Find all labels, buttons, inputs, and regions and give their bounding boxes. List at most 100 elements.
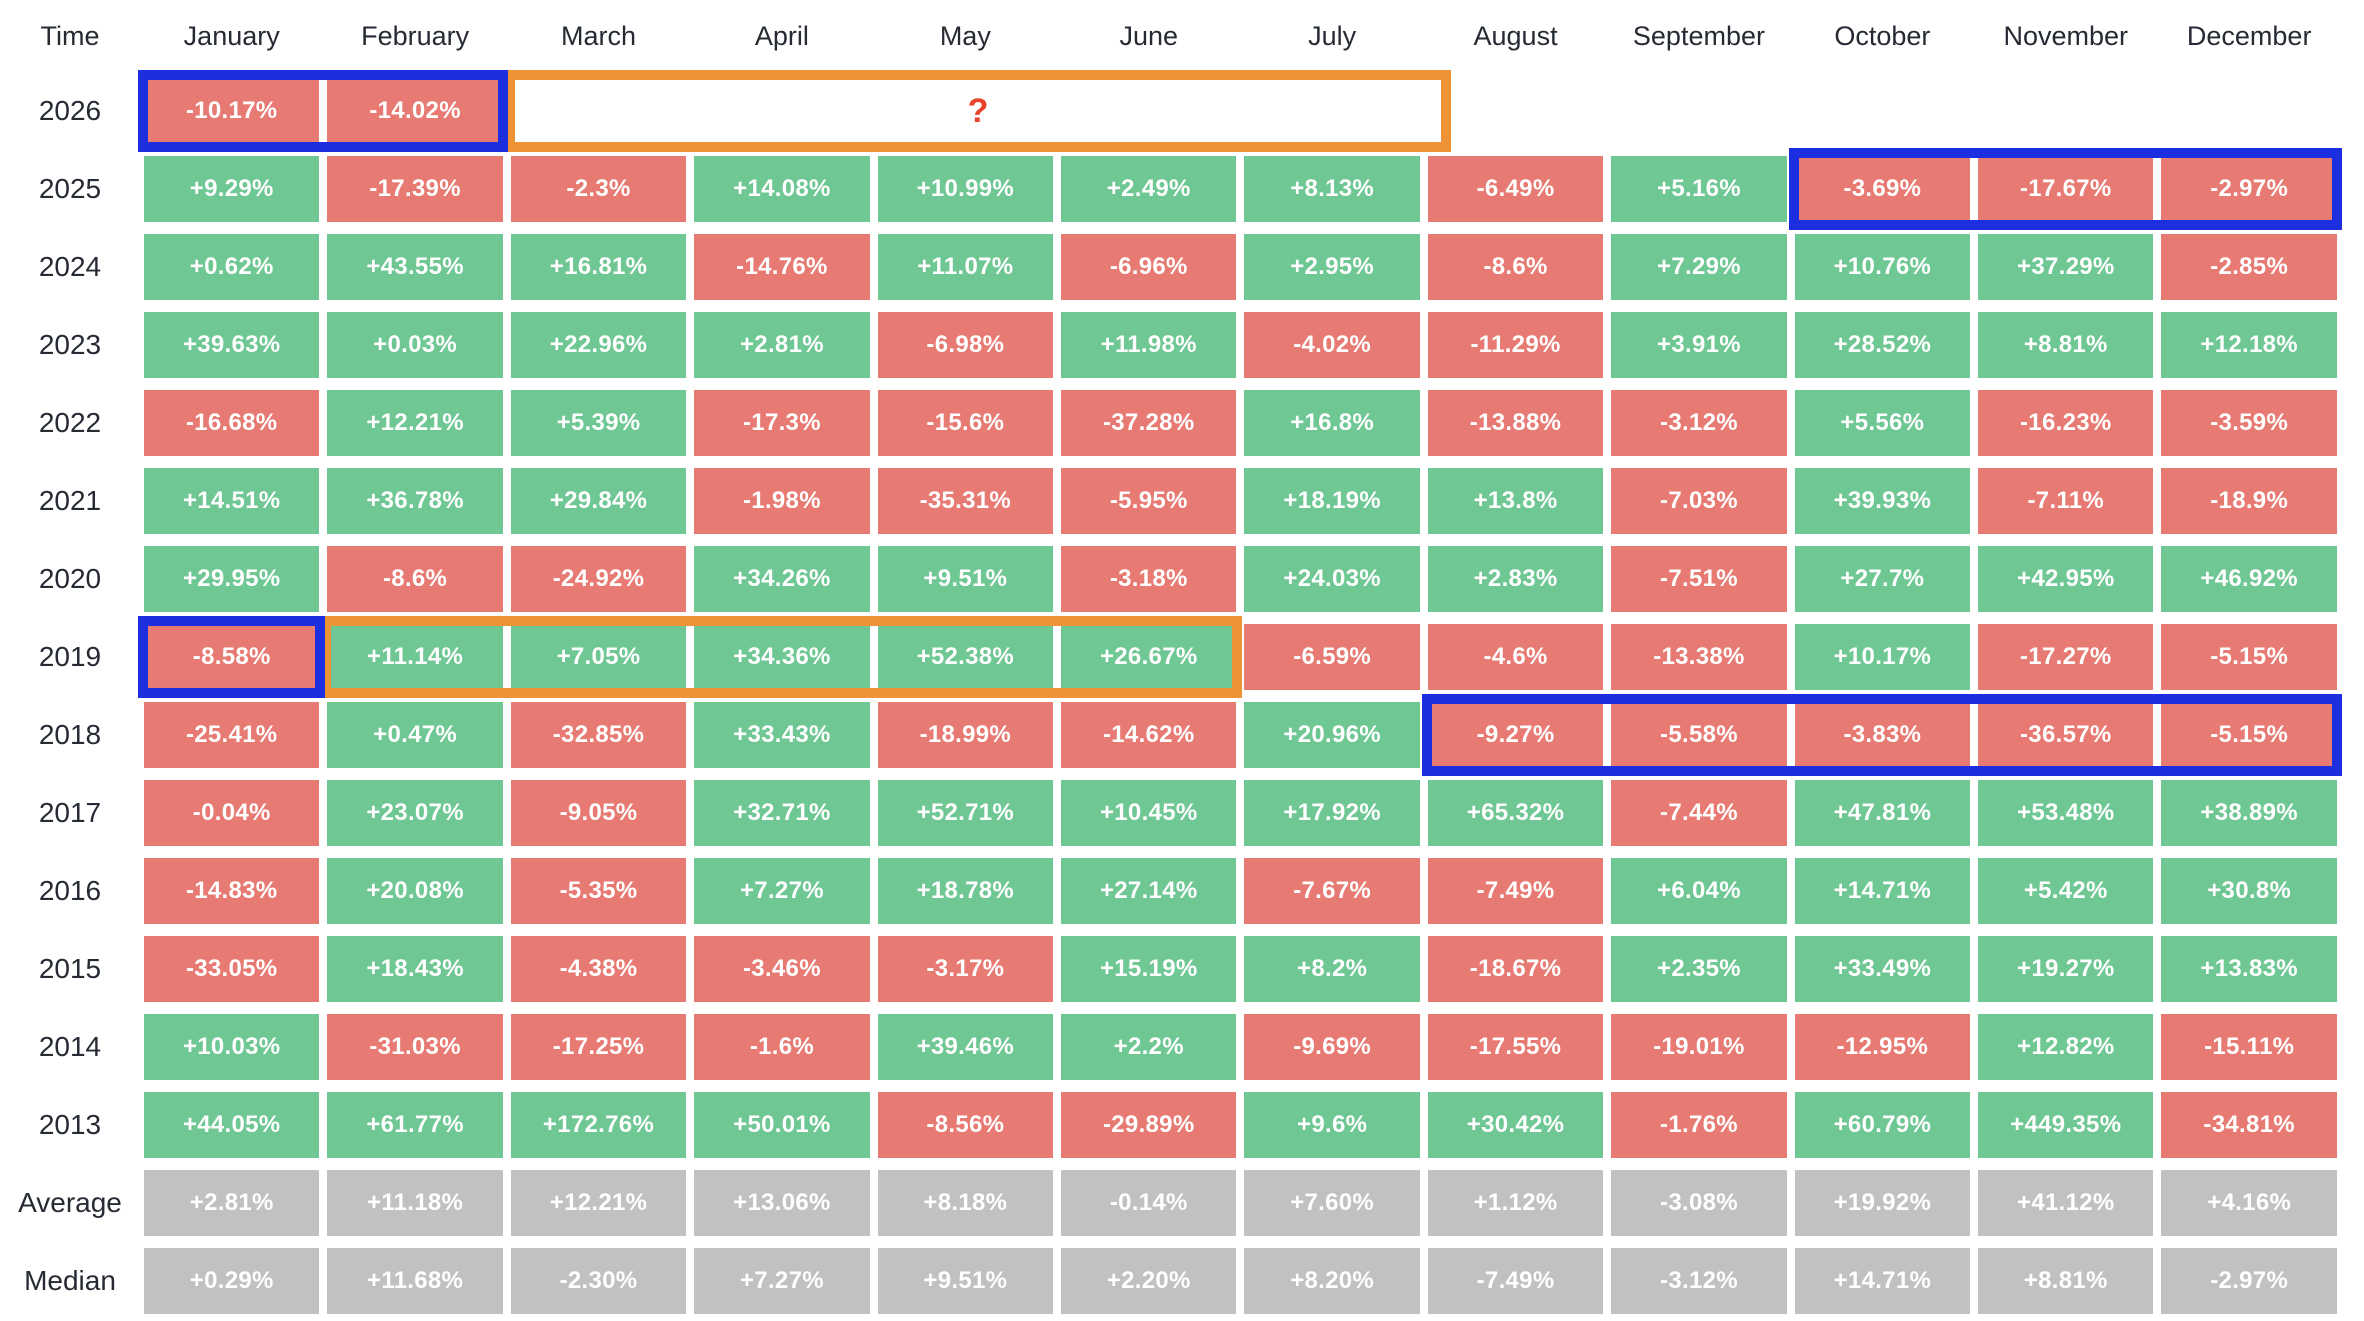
- cell-slot: +11.07%: [874, 228, 1057, 306]
- cell-slot: +13.8%: [1424, 462, 1607, 540]
- cell-slot: +2.20%: [1057, 1242, 1240, 1320]
- return-cell-2014-march: -17.25%: [510, 1014, 687, 1080]
- cell-slot: +27.7%: [1791, 540, 1974, 618]
- return-cell-2021-february: +36.78%: [327, 468, 503, 534]
- return-cell-2018-may: -18.99%: [877, 702, 1054, 768]
- row-label-2024: 2024: [38, 251, 102, 282]
- cell-slot: +10.17%: [1791, 618, 1974, 696]
- return-cell-average-july: +7.60%: [1244, 1170, 1420, 1236]
- cell-slot: +5.42%: [1974, 852, 2157, 930]
- return-cell-2014-august: -17.55%: [1427, 1014, 1604, 1080]
- cell-slot: -7.44%: [1607, 774, 1790, 852]
- cell-slot: +17.92%: [1240, 774, 1423, 852]
- cell-slot: +10.03%: [140, 1008, 323, 1086]
- cell-slot: -10.17%: [140, 72, 323, 150]
- cell-slot: [1424, 72, 1607, 150]
- cell-slot: +39.46%: [874, 1008, 1057, 1086]
- cell-slot: +34.26%: [690, 540, 873, 618]
- return-cell-2022-july: +16.8%: [1244, 390, 1420, 456]
- return-cell-2019-july: -6.59%: [1244, 624, 1420, 690]
- row-label-2023: 2023: [38, 329, 102, 360]
- return-cell-2015-april: -3.46%: [694, 936, 870, 1002]
- cell-slot: +52.71%: [874, 774, 1057, 852]
- return-cell-2023-january: +39.63%: [144, 312, 320, 378]
- empty-cell-2026-march: [511, 78, 686, 144]
- cell-slot: +8.20%: [1240, 1242, 1423, 1320]
- cell-slot: -16.23%: [1974, 384, 2157, 462]
- cell-slot: +16.8%: [1240, 384, 1423, 462]
- return-cell-2016-april: +7.27%: [694, 858, 870, 924]
- cell-slot: +26.67%: [1057, 618, 1240, 696]
- return-cell-median-january: +0.29%: [144, 1248, 320, 1314]
- row-label-2017: 2017: [38, 797, 102, 828]
- row-label-2014: 2014: [38, 1031, 102, 1062]
- cell-slot: -8.58%: [140, 618, 323, 696]
- cell-slot: -6.49%: [1424, 150, 1607, 228]
- cell-slot: -4.38%: [507, 930, 690, 1008]
- cell-slot: [690, 72, 873, 150]
- cell-slot: +14.71%: [1791, 852, 1974, 930]
- cell-slot: -18.9%: [2157, 462, 2340, 540]
- return-cell-2015-october: +33.49%: [1794, 936, 1971, 1002]
- cell-slot: +9.6%: [1240, 1086, 1423, 1164]
- return-cell-2014-january: +10.03%: [144, 1014, 320, 1080]
- cell-slot: [507, 72, 690, 150]
- return-cell-2020-september: -7.51%: [1611, 546, 1787, 612]
- return-cell-2017-april: +32.71%: [694, 780, 870, 846]
- return-cell-2023-march: +22.96%: [510, 312, 687, 378]
- cell-slot: +7.60%: [1240, 1164, 1423, 1242]
- cell-slot: -5.15%: [2157, 696, 2340, 774]
- cell-slot: [1240, 72, 1423, 150]
- cell-slot: +30.8%: [2157, 852, 2340, 930]
- cell-slot: -2.97%: [2157, 1242, 2340, 1320]
- return-cell-2019-february: +11.14%: [327, 624, 503, 690]
- cell-slot: +43.55%: [323, 228, 506, 306]
- cell-slot: +50.01%: [690, 1086, 873, 1164]
- return-cell-median-september: -3.12%: [1611, 1248, 1787, 1314]
- cell-slot: -3.59%: [2157, 384, 2340, 462]
- cell-slot: +10.76%: [1791, 228, 1974, 306]
- cell-slot: +33.49%: [1791, 930, 1974, 1008]
- cell-slot: +5.39%: [507, 384, 690, 462]
- return-cell-2013-april: +50.01%: [694, 1092, 870, 1158]
- column-header-february: February: [361, 20, 470, 51]
- return-cell-2024-november: +37.29%: [1978, 234, 2154, 300]
- return-cell-2023-february: +0.03%: [327, 312, 503, 378]
- return-cell-2019-november: -17.27%: [1978, 624, 2154, 690]
- cell-slot: +12.21%: [507, 1164, 690, 1242]
- return-cell-2013-march: +172.76%: [510, 1092, 687, 1158]
- cell-slot: +2.35%: [1607, 930, 1790, 1008]
- cell-slot: -15.6%: [874, 384, 1057, 462]
- return-cell-2016-february: +20.08%: [327, 858, 503, 924]
- cell-slot: [1057, 72, 1240, 150]
- cell-slot: -14.83%: [140, 852, 323, 930]
- cell-slot: -12.95%: [1791, 1008, 1974, 1086]
- return-cell-2020-november: +42.95%: [1978, 546, 2154, 612]
- cell-slot: -4.02%: [1240, 306, 1423, 384]
- cell-slot: -33.05%: [140, 930, 323, 1008]
- cell-slot: +46.92%: [2157, 540, 2340, 618]
- return-cell-2014-november: +12.82%: [1978, 1014, 2154, 1080]
- return-cell-2016-october: +14.71%: [1794, 858, 1971, 924]
- cell-slot: -6.98%: [874, 306, 1057, 384]
- return-cell-2017-december: +38.89%: [2161, 780, 2337, 846]
- return-cell-2020-may: +9.51%: [877, 546, 1054, 612]
- column-header-january: January: [183, 20, 280, 51]
- return-cell-2023-october: +28.52%: [1794, 312, 1971, 378]
- cell-slot: +19.27%: [1974, 930, 2157, 1008]
- cell-slot: +13.83%: [2157, 930, 2340, 1008]
- return-cell-2025-february: -17.39%: [327, 156, 503, 222]
- cell-slot: -34.81%: [2157, 1086, 2340, 1164]
- return-cell-2023-november: +8.81%: [1978, 312, 2154, 378]
- return-cell-2017-july: +17.92%: [1244, 780, 1420, 846]
- cell-slot: -3.83%: [1791, 696, 1974, 774]
- return-cell-median-july: +8.20%: [1244, 1248, 1420, 1314]
- return-cell-2025-march: -2.3%: [510, 156, 687, 222]
- cell-slot: +37.29%: [1974, 228, 2157, 306]
- return-cell-2013-november: +449.35%: [1978, 1092, 2154, 1158]
- return-cell-2018-november: -36.57%: [1978, 702, 2154, 768]
- return-cell-2017-may: +52.71%: [877, 780, 1054, 846]
- return-cell-2020-january: +29.95%: [144, 546, 320, 612]
- return-cell-2024-may: +11.07%: [877, 234, 1054, 300]
- return-cell-2022-october: +5.56%: [1794, 390, 1971, 456]
